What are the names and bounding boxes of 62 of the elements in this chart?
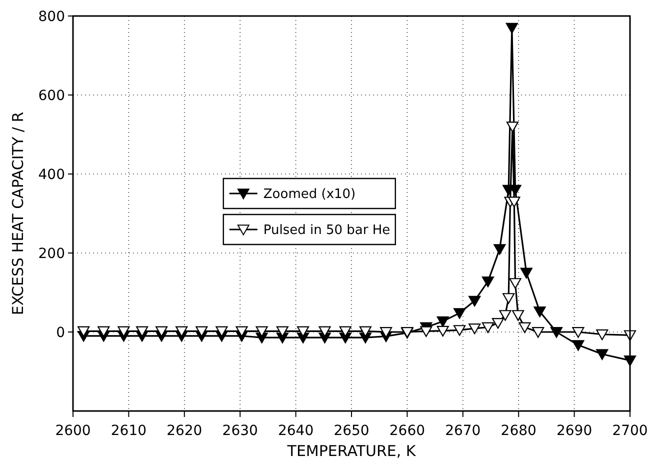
x-tick-label: 2700 xyxy=(612,423,648,439)
point xyxy=(572,327,584,338)
point xyxy=(596,349,608,360)
legend-label: Zoomed (x10) xyxy=(263,187,356,202)
y-axis-title: EXCESS HEAT CAPACITY / R xyxy=(9,112,27,316)
point xyxy=(508,196,520,208)
point xyxy=(296,326,310,337)
point xyxy=(436,316,449,328)
point xyxy=(509,278,522,289)
y-tick-label: 0 xyxy=(56,324,65,341)
x-tick-label: 2650 xyxy=(334,423,370,439)
point xyxy=(454,325,466,336)
point xyxy=(502,293,515,304)
point xyxy=(494,244,506,255)
point xyxy=(499,310,512,321)
x-axis-title: TEMPERATURE, K xyxy=(286,442,417,460)
x-tick-label: 2600 xyxy=(55,423,91,439)
point xyxy=(176,326,188,337)
point xyxy=(436,326,449,337)
x-tick-label: 2660 xyxy=(389,423,426,439)
x-tick-label: 2640 xyxy=(278,423,314,439)
point xyxy=(454,308,466,319)
x-tick-label: 2620 xyxy=(166,423,202,439)
y-tick-label: 800 xyxy=(38,8,65,25)
point xyxy=(136,326,148,337)
point xyxy=(78,326,90,337)
point xyxy=(482,322,494,334)
point xyxy=(506,22,518,34)
point xyxy=(468,323,481,334)
point xyxy=(520,268,532,279)
point xyxy=(506,122,519,132)
point xyxy=(318,326,331,337)
y-tick-label: 400 xyxy=(38,166,65,183)
point xyxy=(420,326,432,337)
point xyxy=(118,326,130,337)
point xyxy=(468,296,481,307)
x-tick-label: 2690 xyxy=(556,423,592,439)
point xyxy=(256,326,268,337)
point xyxy=(572,340,584,351)
point xyxy=(534,306,546,318)
point xyxy=(156,326,168,337)
point xyxy=(236,326,248,337)
point xyxy=(492,318,504,329)
point xyxy=(276,326,288,337)
legend-label: Pulsed in 50 bar He xyxy=(263,223,390,238)
point xyxy=(216,326,228,337)
point xyxy=(518,322,531,334)
x-tick-label: 2610 xyxy=(110,423,147,439)
x-tick-label: 2680 xyxy=(500,423,536,439)
point xyxy=(482,276,494,288)
y-tick-label: 200 xyxy=(38,246,65,262)
x-tick-label: 2670 xyxy=(445,423,481,439)
point xyxy=(196,326,208,337)
point xyxy=(380,327,392,338)
x-tick-label: 2630 xyxy=(222,423,258,439)
y-tick-label: 600 xyxy=(38,88,65,104)
point xyxy=(512,310,524,321)
point xyxy=(98,326,110,337)
point xyxy=(339,326,352,337)
point xyxy=(532,327,544,338)
point xyxy=(596,329,608,340)
point xyxy=(359,326,372,337)
